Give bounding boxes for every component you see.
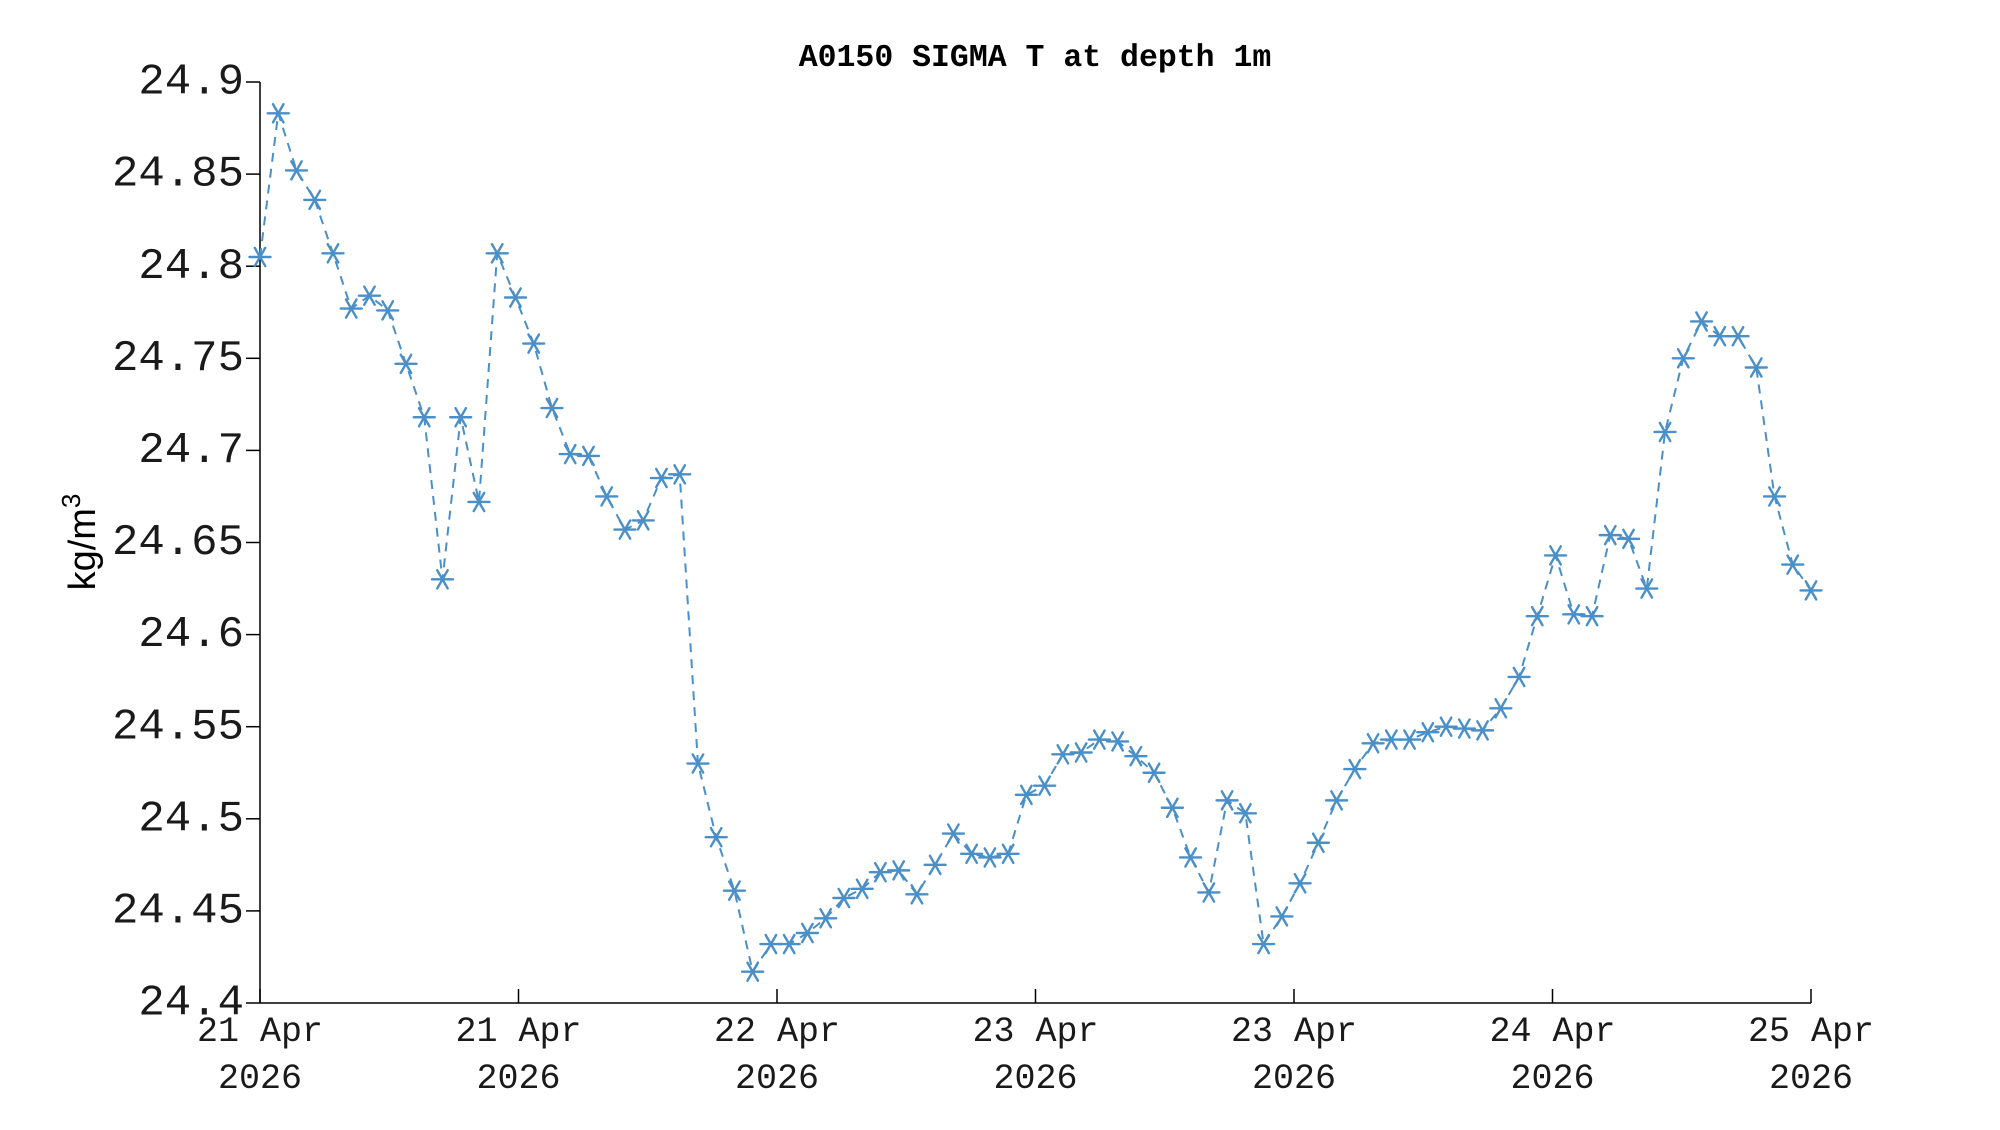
svg-text:2026: 2026 <box>1769 1059 1853 1099</box>
svg-text:22 Apr: 22 Apr <box>714 1012 840 1052</box>
svg-text:24.85: 24.85 <box>112 150 244 200</box>
svg-text:2026: 2026 <box>218 1059 302 1099</box>
svg-text:2026: 2026 <box>1510 1059 1594 1099</box>
svg-text:2026: 2026 <box>735 1059 819 1099</box>
svg-text:21 Apr: 21 Apr <box>197 1012 323 1052</box>
svg-text:24 Apr: 24 Apr <box>1489 1012 1615 1052</box>
svg-text:25 Apr: 25 Apr <box>1748 1012 1874 1052</box>
svg-text:A0150 SIGMA T at depth 1m: A0150 SIGMA T at depth 1m <box>799 41 1272 76</box>
svg-text:2026: 2026 <box>993 1059 1077 1099</box>
svg-text:24.6: 24.6 <box>138 610 244 660</box>
svg-text:24.75: 24.75 <box>112 334 244 384</box>
svg-text:24.7: 24.7 <box>138 426 244 476</box>
svg-text:21 Apr: 21 Apr <box>455 1012 581 1052</box>
svg-text:2026: 2026 <box>476 1059 560 1099</box>
svg-text:24.55: 24.55 <box>112 702 244 752</box>
svg-text:24.5: 24.5 <box>138 794 244 844</box>
svg-text:kg/m3: kg/m3 <box>56 494 104 591</box>
svg-text:2026: 2026 <box>1252 1059 1336 1099</box>
svg-text:23 Apr: 23 Apr <box>1231 1012 1357 1052</box>
svg-text:24.65: 24.65 <box>112 518 244 568</box>
svg-text:24.45: 24.45 <box>112 887 244 937</box>
svg-text:23 Apr: 23 Apr <box>972 1012 1098 1052</box>
svg-text:24.8: 24.8 <box>138 242 244 292</box>
svg-text:24.9: 24.9 <box>138 58 244 108</box>
